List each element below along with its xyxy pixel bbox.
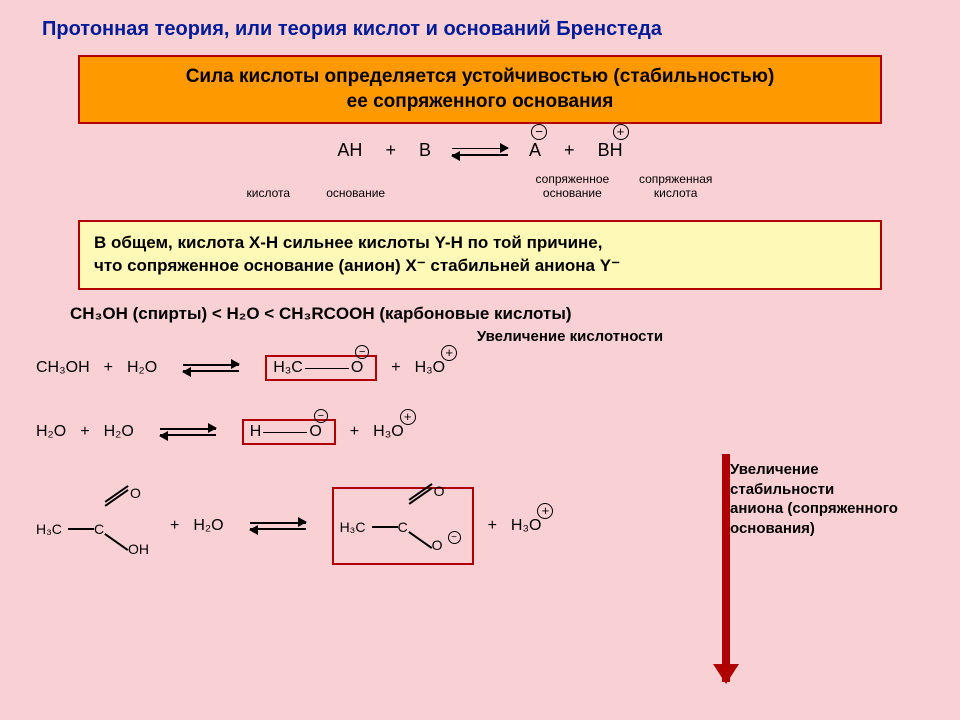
species-h3o-plus: H₃O+ — [415, 359, 446, 377]
acetic-acid-structure: H₃C C O OH — [36, 491, 156, 561]
methoxide-box: H₃C O− — [265, 355, 377, 381]
stability-arrow-icon — [722, 454, 730, 682]
species-a-minus: A− — [529, 140, 541, 161]
stability-label: Увеличение стабильности аниона (сопряжен… — [730, 460, 920, 538]
bond-icon — [305, 368, 349, 370]
equilibrium-arrow-icon — [250, 519, 306, 533]
minus-charge-icon: − — [448, 531, 461, 544]
acidity-order: CH₃OH (спирты) < H₂O < CH₃RCOOH (карбоно… — [70, 304, 960, 324]
increase-acidity-label: Увеличение кислотности — [180, 328, 960, 345]
rule-line2: что сопряженное основание (анион) X⁻ ста… — [94, 255, 866, 278]
reaction-water: H₂O + H₂O H O− + H₃O+ — [36, 419, 740, 445]
plus-symbol: + — [80, 423, 89, 441]
minus-charge-icon: − — [355, 345, 369, 359]
principle-line1: Сила кислоты определяется устойчивостью … — [90, 65, 870, 90]
equilibrium-arrow-icon — [452, 145, 508, 159]
plus-symbol: + — [104, 359, 113, 377]
species-h: H — [250, 423, 262, 441]
reaction-acetic: H₃C C O OH + H₂O H₃C C O O − + H₃O+ — [36, 487, 740, 565]
plus-symbol: + — [564, 140, 575, 160]
general-equation: AH + B A− + BH+ кислота основание сопряж… — [0, 134, 960, 214]
principle-box: Сила кислоты определяется устойчивостью … — [78, 55, 882, 124]
species-h2o: H₂O — [36, 423, 66, 441]
plus-symbol: + — [170, 517, 179, 535]
label-conj-base: сопряженное основание — [522, 172, 622, 200]
plus-symbol: + — [350, 423, 359, 441]
minus-charge-icon: − — [531, 124, 547, 140]
species-h2o: H₂O — [193, 517, 223, 535]
equilibrium-arrow-icon — [160, 425, 216, 439]
species-ch3oh: CH₃OH — [36, 359, 90, 377]
bond-icon — [263, 432, 307, 434]
plus-charge-icon: + — [537, 503, 553, 519]
label-acid: кислота — [234, 186, 302, 200]
acetate-box: H₃C C O O − — [332, 487, 474, 565]
minus-charge-icon: − — [314, 409, 328, 423]
species-h2o: H₂O — [127, 359, 157, 377]
plus-charge-icon: + — [613, 124, 629, 140]
label-conj-acid: сопряженная кислота — [626, 172, 726, 200]
reaction-methanol: CH₃OH + H₂O H₃C O− + H₃O+ — [36, 355, 740, 381]
species-o-minus: O− — [309, 423, 325, 441]
equilibrium-arrow-icon — [183, 361, 239, 375]
rule-line1: В общем, кислота X-H сильнее кислоты Y-H… — [94, 232, 866, 255]
plus-charge-icon: + — [400, 409, 416, 425]
species-h3c: H₃C — [273, 359, 303, 377]
principle-line2: ее сопряженного основания — [90, 90, 870, 115]
page-title: Протонная теория, или теория кислот и ос… — [0, 0, 960, 41]
label-base: основание — [306, 186, 406, 200]
general-rule-box: В общем, кислота X-H сильнее кислоты Y-H… — [78, 220, 882, 290]
acetate-structure: H₃C C O O − — [336, 489, 466, 561]
species-h2o: H₂O — [104, 423, 134, 441]
plus-charge-icon: + — [441, 345, 457, 361]
hydroxide-box: H O− — [242, 419, 336, 445]
species-bh-plus: BH+ — [598, 140, 623, 161]
species-b: B — [419, 140, 431, 161]
species-h3o-plus: H₃O+ — [373, 423, 404, 441]
plus-symbol: + — [385, 140, 396, 160]
plus-symbol: + — [391, 359, 400, 377]
species-ah: AH — [337, 140, 362, 161]
plus-symbol: + — [488, 517, 497, 535]
species-h3o-plus: H₃O+ — [511, 517, 542, 535]
species-o-minus: O− — [351, 359, 367, 377]
